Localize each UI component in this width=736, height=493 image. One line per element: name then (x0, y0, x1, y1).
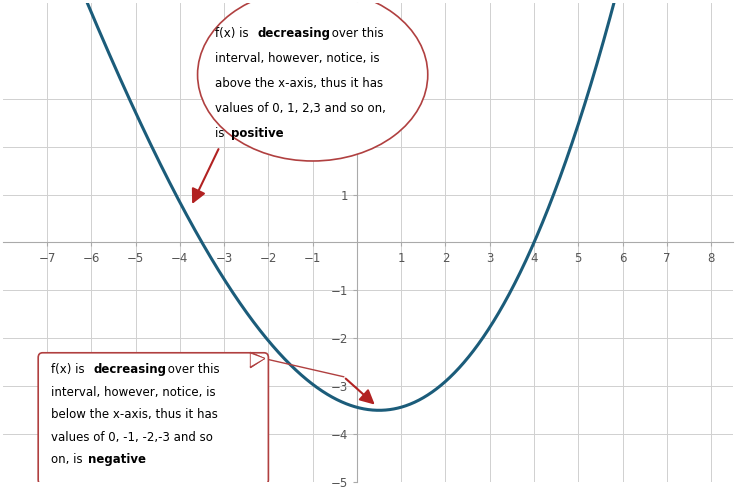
Ellipse shape (197, 0, 428, 161)
Text: negative: negative (88, 453, 146, 466)
Text: on, is: on, is (52, 453, 87, 466)
Text: f(x) is: f(x) is (215, 28, 252, 40)
Text: interval, however, notice, is: interval, however, notice, is (215, 52, 380, 66)
Text: below the x-axis, thus it has: below the x-axis, thus it has (52, 408, 219, 421)
Text: positive: positive (231, 127, 283, 140)
Text: over this: over this (164, 363, 220, 376)
Text: above the x-axis, thus it has: above the x-axis, thus it has (215, 77, 383, 90)
FancyBboxPatch shape (38, 353, 269, 485)
Text: values of 0, 1, 2,3 and so on,: values of 0, 1, 2,3 and so on, (215, 102, 386, 115)
Text: interval, however, notice, is: interval, however, notice, is (52, 386, 216, 398)
Text: decreasing: decreasing (258, 28, 330, 40)
Polygon shape (251, 353, 264, 367)
Text: .: . (139, 453, 143, 466)
Polygon shape (251, 354, 264, 366)
Text: over this: over this (328, 28, 383, 40)
Text: is: is (215, 127, 228, 140)
Text: decreasing: decreasing (93, 363, 166, 376)
Text: values of 0, -1, -2,-3 and so: values of 0, -1, -2,-3 and so (52, 431, 213, 444)
Text: f(x) is: f(x) is (52, 363, 89, 376)
